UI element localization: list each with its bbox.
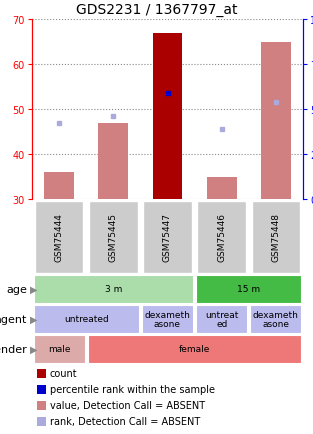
Bar bbox=[252, 201, 300, 273]
Text: count: count bbox=[50, 368, 78, 378]
Bar bbox=[207, 177, 237, 200]
Text: rank, Detection Call = ABSENT: rank, Detection Call = ABSENT bbox=[50, 417, 200, 427]
Bar bbox=[33, 275, 193, 303]
Text: gender: gender bbox=[0, 344, 27, 354]
Text: ▶: ▶ bbox=[30, 344, 38, 354]
Bar bbox=[143, 201, 192, 273]
Text: untreated: untreated bbox=[64, 315, 109, 324]
Text: female: female bbox=[179, 345, 210, 354]
Text: GSM75448: GSM75448 bbox=[271, 213, 280, 261]
Text: GSM75447: GSM75447 bbox=[163, 213, 172, 261]
Bar bbox=[196, 305, 247, 333]
Bar bbox=[250, 305, 301, 333]
Bar bbox=[89, 201, 138, 273]
Bar bbox=[33, 335, 85, 363]
Text: agent: agent bbox=[0, 314, 27, 324]
Bar bbox=[88, 335, 301, 363]
Text: 3 m: 3 m bbox=[105, 285, 122, 294]
Text: GSM75444: GSM75444 bbox=[54, 213, 64, 261]
Text: percentile rank within the sample: percentile rank within the sample bbox=[50, 385, 215, 395]
Text: male: male bbox=[48, 345, 70, 354]
Text: untreat
ed: untreat ed bbox=[205, 310, 239, 329]
Text: GSM75445: GSM75445 bbox=[109, 213, 118, 261]
Bar bbox=[261, 43, 291, 200]
Bar bbox=[153, 33, 182, 200]
Bar bbox=[197, 201, 246, 273]
Bar bbox=[196, 275, 301, 303]
Bar bbox=[35, 201, 84, 273]
Text: ▶: ▶ bbox=[30, 314, 38, 324]
Bar bbox=[98, 123, 128, 200]
Text: dexameth
asone: dexameth asone bbox=[253, 310, 299, 329]
Text: dexameth
asone: dexameth asone bbox=[145, 310, 190, 329]
Text: age: age bbox=[6, 284, 27, 294]
Text: ▶: ▶ bbox=[30, 284, 38, 294]
Text: value, Detection Call = ABSENT: value, Detection Call = ABSENT bbox=[50, 401, 205, 411]
Text: 15 m: 15 m bbox=[237, 285, 260, 294]
Bar bbox=[33, 305, 139, 333]
Text: GSM75446: GSM75446 bbox=[217, 213, 226, 261]
Bar bbox=[142, 305, 193, 333]
Text: GDS2231 / 1367797_at: GDS2231 / 1367797_at bbox=[76, 3, 237, 17]
Bar bbox=[44, 173, 74, 200]
